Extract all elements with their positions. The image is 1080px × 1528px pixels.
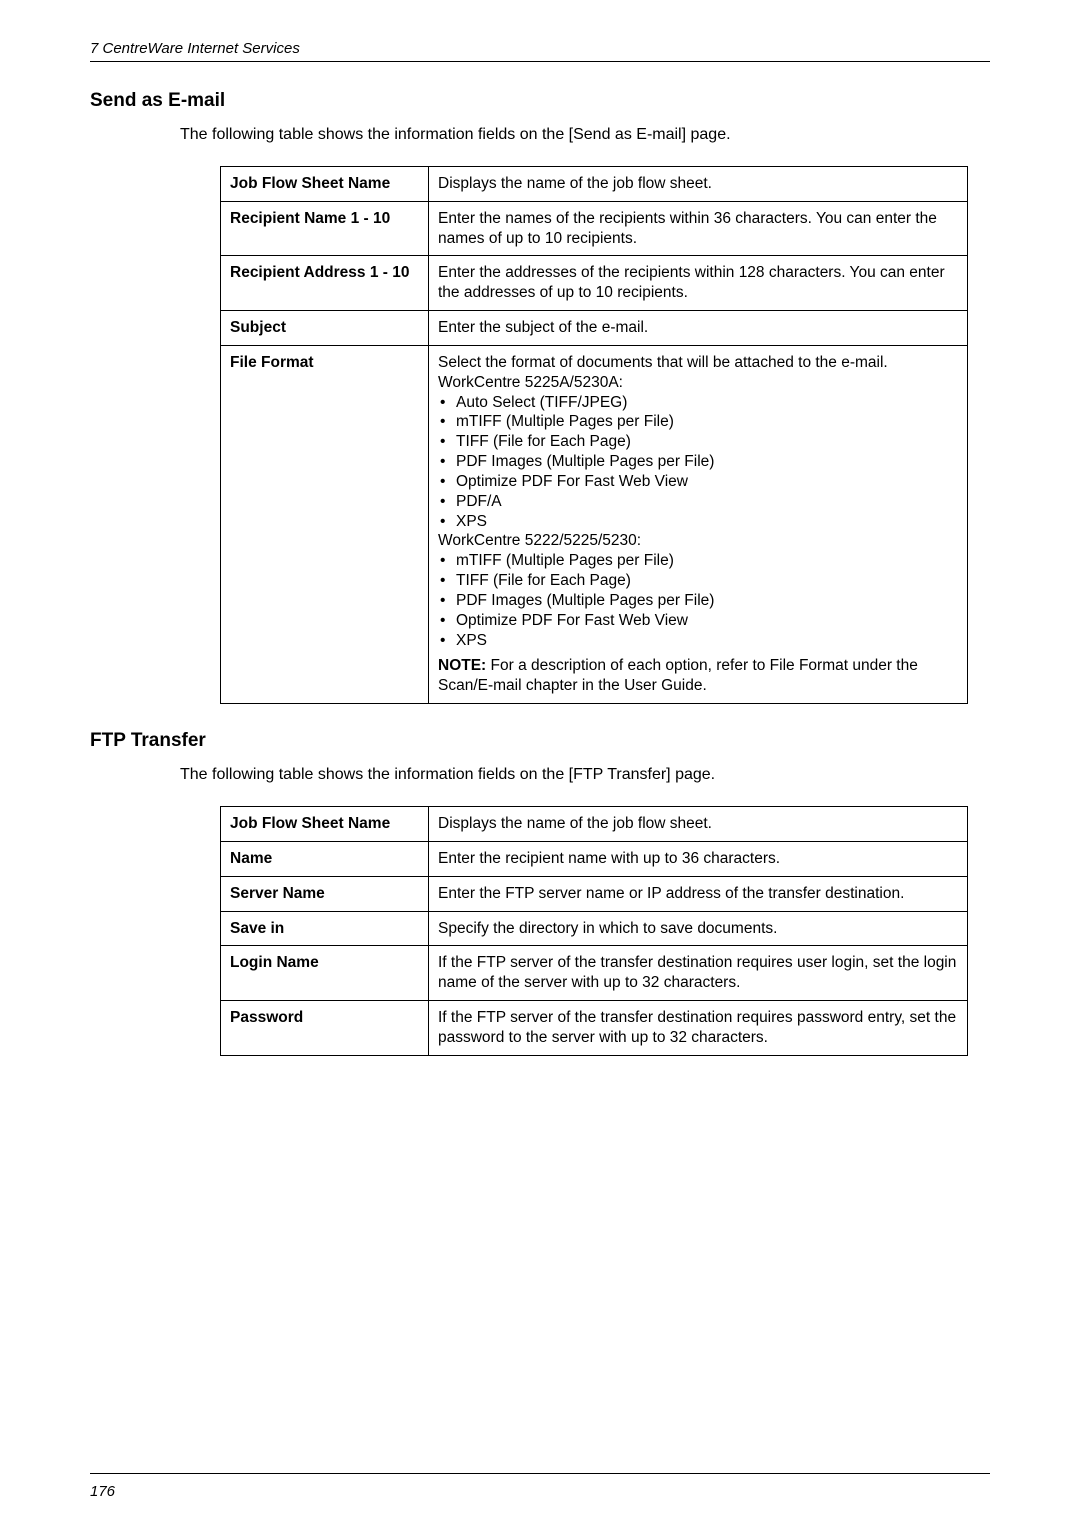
file-format-group1-heading: WorkCentre 5225A/5230A:: [438, 373, 958, 393]
list-item: PDF Images (Multiple Pages per File): [438, 452, 958, 472]
list-item: mTIFF (Multiple Pages per File): [438, 412, 958, 432]
row-label: Save in: [221, 911, 429, 946]
file-format-group2-heading: WorkCentre 5222/5225/5230:: [438, 531, 958, 551]
row-value: Enter the subject of the e-mail.: [429, 311, 968, 346]
running-header: 7 CentreWare Internet Services: [90, 40, 990, 62]
row-label: Job Flow Sheet Name: [221, 807, 429, 842]
list-item: mTIFF (Multiple Pages per File): [438, 551, 958, 571]
email-table: Job Flow Sheet Name Displays the name of…: [220, 166, 968, 704]
row-label: Login Name: [221, 946, 429, 1001]
row-value: Enter the recipient name with up to 36 c…: [429, 841, 968, 876]
list-item: Optimize PDF For Fast Web View: [438, 611, 958, 631]
row-label: Password: [221, 1001, 429, 1056]
row-label: Server Name: [221, 876, 429, 911]
row-label: File Format: [221, 345, 429, 703]
row-value: If the FTP server of the transfer destin…: [429, 946, 968, 1001]
row-label: Recipient Name 1 - 10: [221, 201, 429, 256]
section-intro-ftp: The following table shows the informatio…: [180, 766, 990, 784]
section-intro-email: The following table shows the informatio…: [180, 126, 990, 144]
table-row: Recipient Address 1 - 10 Enter the addre…: [221, 256, 968, 311]
page-number: 176: [90, 1483, 115, 1500]
list-item: TIFF (File for Each Page): [438, 432, 958, 452]
row-value: Enter the addresses of the recipients wi…: [429, 256, 968, 311]
list-item: Auto Select (TIFF/JPEG): [438, 393, 958, 413]
ftp-table: Job Flow Sheet Name Displays the name of…: [220, 806, 968, 1056]
file-format-note: NOTE: For a description of each option, …: [438, 656, 958, 696]
list-item: Optimize PDF For Fast Web View: [438, 472, 958, 492]
list-item: PDF Images (Multiple Pages per File): [438, 591, 958, 611]
table-row: Password If the FTP server of the transf…: [221, 1001, 968, 1056]
row-value: Select the format of documents that will…: [429, 345, 968, 703]
table-row: Job Flow Sheet Name Displays the name of…: [221, 807, 968, 842]
table-row: Subject Enter the subject of the e-mail.: [221, 311, 968, 346]
file-format-group2-list: mTIFF (Multiple Pages per File) TIFF (Fi…: [438, 551, 958, 650]
row-value: Enter the FTP server name or IP address …: [429, 876, 968, 911]
table-row: Server Name Enter the FTP server name or…: [221, 876, 968, 911]
row-value: Specify the directory in which to save d…: [429, 911, 968, 946]
file-format-group1-list: Auto Select (TIFF/JPEG) mTIFF (Multiple …: [438, 393, 958, 532]
page-root: 7 CentreWare Internet Services Send as E…: [0, 0, 1080, 1056]
list-item: XPS: [438, 631, 958, 651]
row-label: Subject: [221, 311, 429, 346]
section-heading-email: Send as E-mail: [90, 90, 990, 112]
row-label: Job Flow Sheet Name: [221, 167, 429, 202]
list-item: TIFF (File for Each Page): [438, 571, 958, 591]
table-row: Job Flow Sheet Name Displays the name of…: [221, 167, 968, 202]
row-label: Name: [221, 841, 429, 876]
table-row: File Format Select the format of documen…: [221, 345, 968, 703]
table-row: Recipient Name 1 - 10 Enter the names of…: [221, 201, 968, 256]
list-item: PDF/A: [438, 492, 958, 512]
section-heading-ftp: FTP Transfer: [90, 730, 990, 752]
file-format-lead: Select the format of documents that will…: [438, 353, 958, 373]
row-value: Displays the name of the job flow sheet.: [429, 167, 968, 202]
row-value: If the FTP server of the transfer destin…: [429, 1001, 968, 1056]
row-value: Displays the name of the job flow sheet.: [429, 807, 968, 842]
list-item: XPS: [438, 512, 958, 532]
note-label: NOTE:: [438, 657, 486, 674]
footer-rule: [90, 1473, 990, 1474]
table-row: Name Enter the recipient name with up to…: [221, 841, 968, 876]
table-row: Save in Specify the directory in which t…: [221, 911, 968, 946]
table-row: Login Name If the FTP server of the tran…: [221, 946, 968, 1001]
row-value: Enter the names of the recipients within…: [429, 201, 968, 256]
note-text: For a description of each option, refer …: [438, 657, 918, 694]
row-label: Recipient Address 1 - 10: [221, 256, 429, 311]
